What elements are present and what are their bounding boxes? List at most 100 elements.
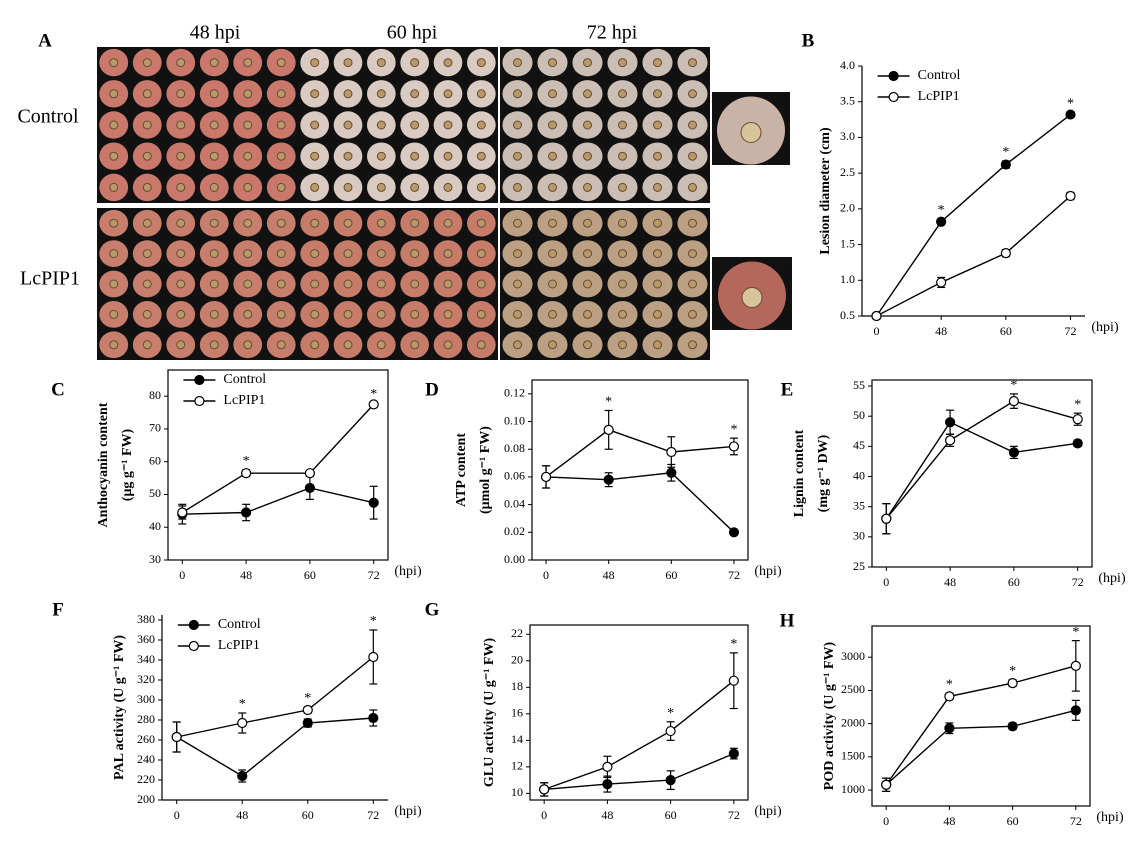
fruit-lesion — [276, 249, 286, 259]
marker — [944, 435, 956, 446]
fruit-lesion — [243, 89, 253, 99]
fruit-lesion — [513, 249, 522, 259]
fruit-lesion — [109, 182, 119, 192]
plot-frame — [871, 625, 1091, 807]
y-tick-label: 1.0 — [840, 272, 855, 286]
fruit-lesion — [653, 249, 662, 259]
fruit-lesion — [410, 182, 420, 192]
fruit-lesion — [618, 58, 627, 68]
fruit-lesion — [476, 340, 486, 350]
fruit-lesion — [176, 151, 186, 161]
fruit-lesion — [583, 89, 592, 99]
fruit-lesion — [343, 218, 353, 228]
chart: F 200 220 240 260 280 300 320 340 360 380 0 48 60 72 (h… — [52, 599, 422, 821]
fruit-lesion — [176, 309, 186, 319]
y-tick-label: 0.04 — [504, 496, 525, 510]
photo — [97, 47, 298, 203]
series-line — [885, 421, 1078, 520]
y-tick-label: 240 — [137, 752, 155, 766]
fruit-lesion — [376, 58, 386, 68]
marker — [304, 468, 315, 479]
marker — [1008, 447, 1020, 458]
fruit-lesion — [376, 340, 386, 350]
marker — [936, 216, 947, 227]
y-tick-label: 260 — [137, 732, 155, 746]
fruit-lesion — [688, 89, 697, 99]
fruit-lesion — [476, 89, 486, 99]
fruit-lesion — [688, 58, 697, 68]
marker — [602, 778, 613, 790]
y-tick-label: 18 — [511, 679, 523, 693]
y-tick-label: 20 — [511, 653, 523, 667]
panel-label: F — [52, 599, 64, 620]
series-line — [545, 429, 735, 478]
fruit-lesion — [741, 287, 763, 308]
x-tick-label: 60 — [665, 568, 677, 582]
fruit-lesion — [142, 120, 152, 130]
fruit-lesion — [376, 249, 386, 259]
x-tick-label: 60 — [1000, 324, 1012, 338]
marker — [1007, 721, 1018, 732]
marker — [171, 731, 182, 743]
plot-frame — [871, 379, 1093, 568]
fruit-lesion — [209, 182, 219, 192]
series-line — [176, 656, 374, 738]
marker — [728, 748, 739, 759]
x-tick-label: 48 — [935, 324, 947, 338]
fruit-lesion — [443, 182, 453, 192]
fruit-lesion — [618, 120, 627, 130]
fruit-lesion — [476, 218, 486, 228]
significance-mark: * — [1072, 625, 1079, 640]
fruit-lesion — [410, 58, 420, 68]
x-tick-label: 72 — [368, 568, 380, 582]
y-tick-label: 3000 — [841, 649, 865, 663]
fruit-lesion — [548, 340, 557, 350]
x-axis-label: (hpi) — [1091, 320, 1119, 335]
y-tick-label: 16 — [511, 706, 523, 720]
fruit-lesion — [476, 120, 486, 130]
y-axis-label: ATP content — [454, 433, 469, 507]
fruit-lesion — [513, 309, 522, 319]
y-tick-label: 80 — [149, 388, 161, 402]
marker — [368, 497, 379, 508]
fruit-lesion — [410, 218, 420, 228]
fruit-lesion — [410, 249, 420, 259]
series-line — [885, 709, 1077, 786]
fruit-lesion — [476, 58, 486, 68]
fruit-lesion — [276, 58, 286, 68]
y-tick-label: 0.06 — [504, 469, 525, 483]
x-axis-label: (hpi) — [754, 564, 782, 579]
y-tick-label: 30 — [149, 552, 161, 566]
y-tick-label: 2.5 — [840, 165, 855, 179]
x-tick-label: 72 — [367, 808, 379, 822]
fruit-lesion — [276, 340, 286, 350]
y-tick-label: 0.10 — [504, 413, 525, 427]
y-tick-label: 300 — [137, 692, 155, 706]
y-tick-label: 340 — [137, 652, 155, 666]
plot-frame — [529, 624, 749, 801]
fruit-lesion — [142, 58, 152, 68]
fruit-lesion — [310, 279, 320, 289]
fruit-lesion — [343, 58, 353, 68]
fruit-lesion — [688, 340, 697, 350]
fruit-lesion — [109, 279, 119, 289]
marker — [302, 717, 313, 729]
fruit-lesion — [476, 151, 486, 161]
fruit-lesion — [343, 151, 353, 161]
marker — [539, 784, 550, 795]
fruit-lesion — [176, 182, 186, 192]
y-tick-label: 2000 — [841, 715, 865, 729]
x-tick-label: 60 — [302, 808, 314, 822]
fruit-lesion — [618, 249, 627, 259]
fruit-lesion — [513, 182, 522, 192]
marker — [1065, 109, 1076, 120]
fruit-lesion — [243, 309, 253, 319]
marker — [1070, 705, 1081, 716]
fruit-lesion — [583, 58, 592, 68]
fruit-lesion — [109, 120, 119, 130]
fruit-lesion — [443, 218, 453, 228]
significance-mark: * — [243, 454, 250, 469]
significance-mark: * — [730, 422, 737, 437]
fruit-lesion — [653, 309, 662, 319]
fruit-lesion — [109, 89, 119, 99]
